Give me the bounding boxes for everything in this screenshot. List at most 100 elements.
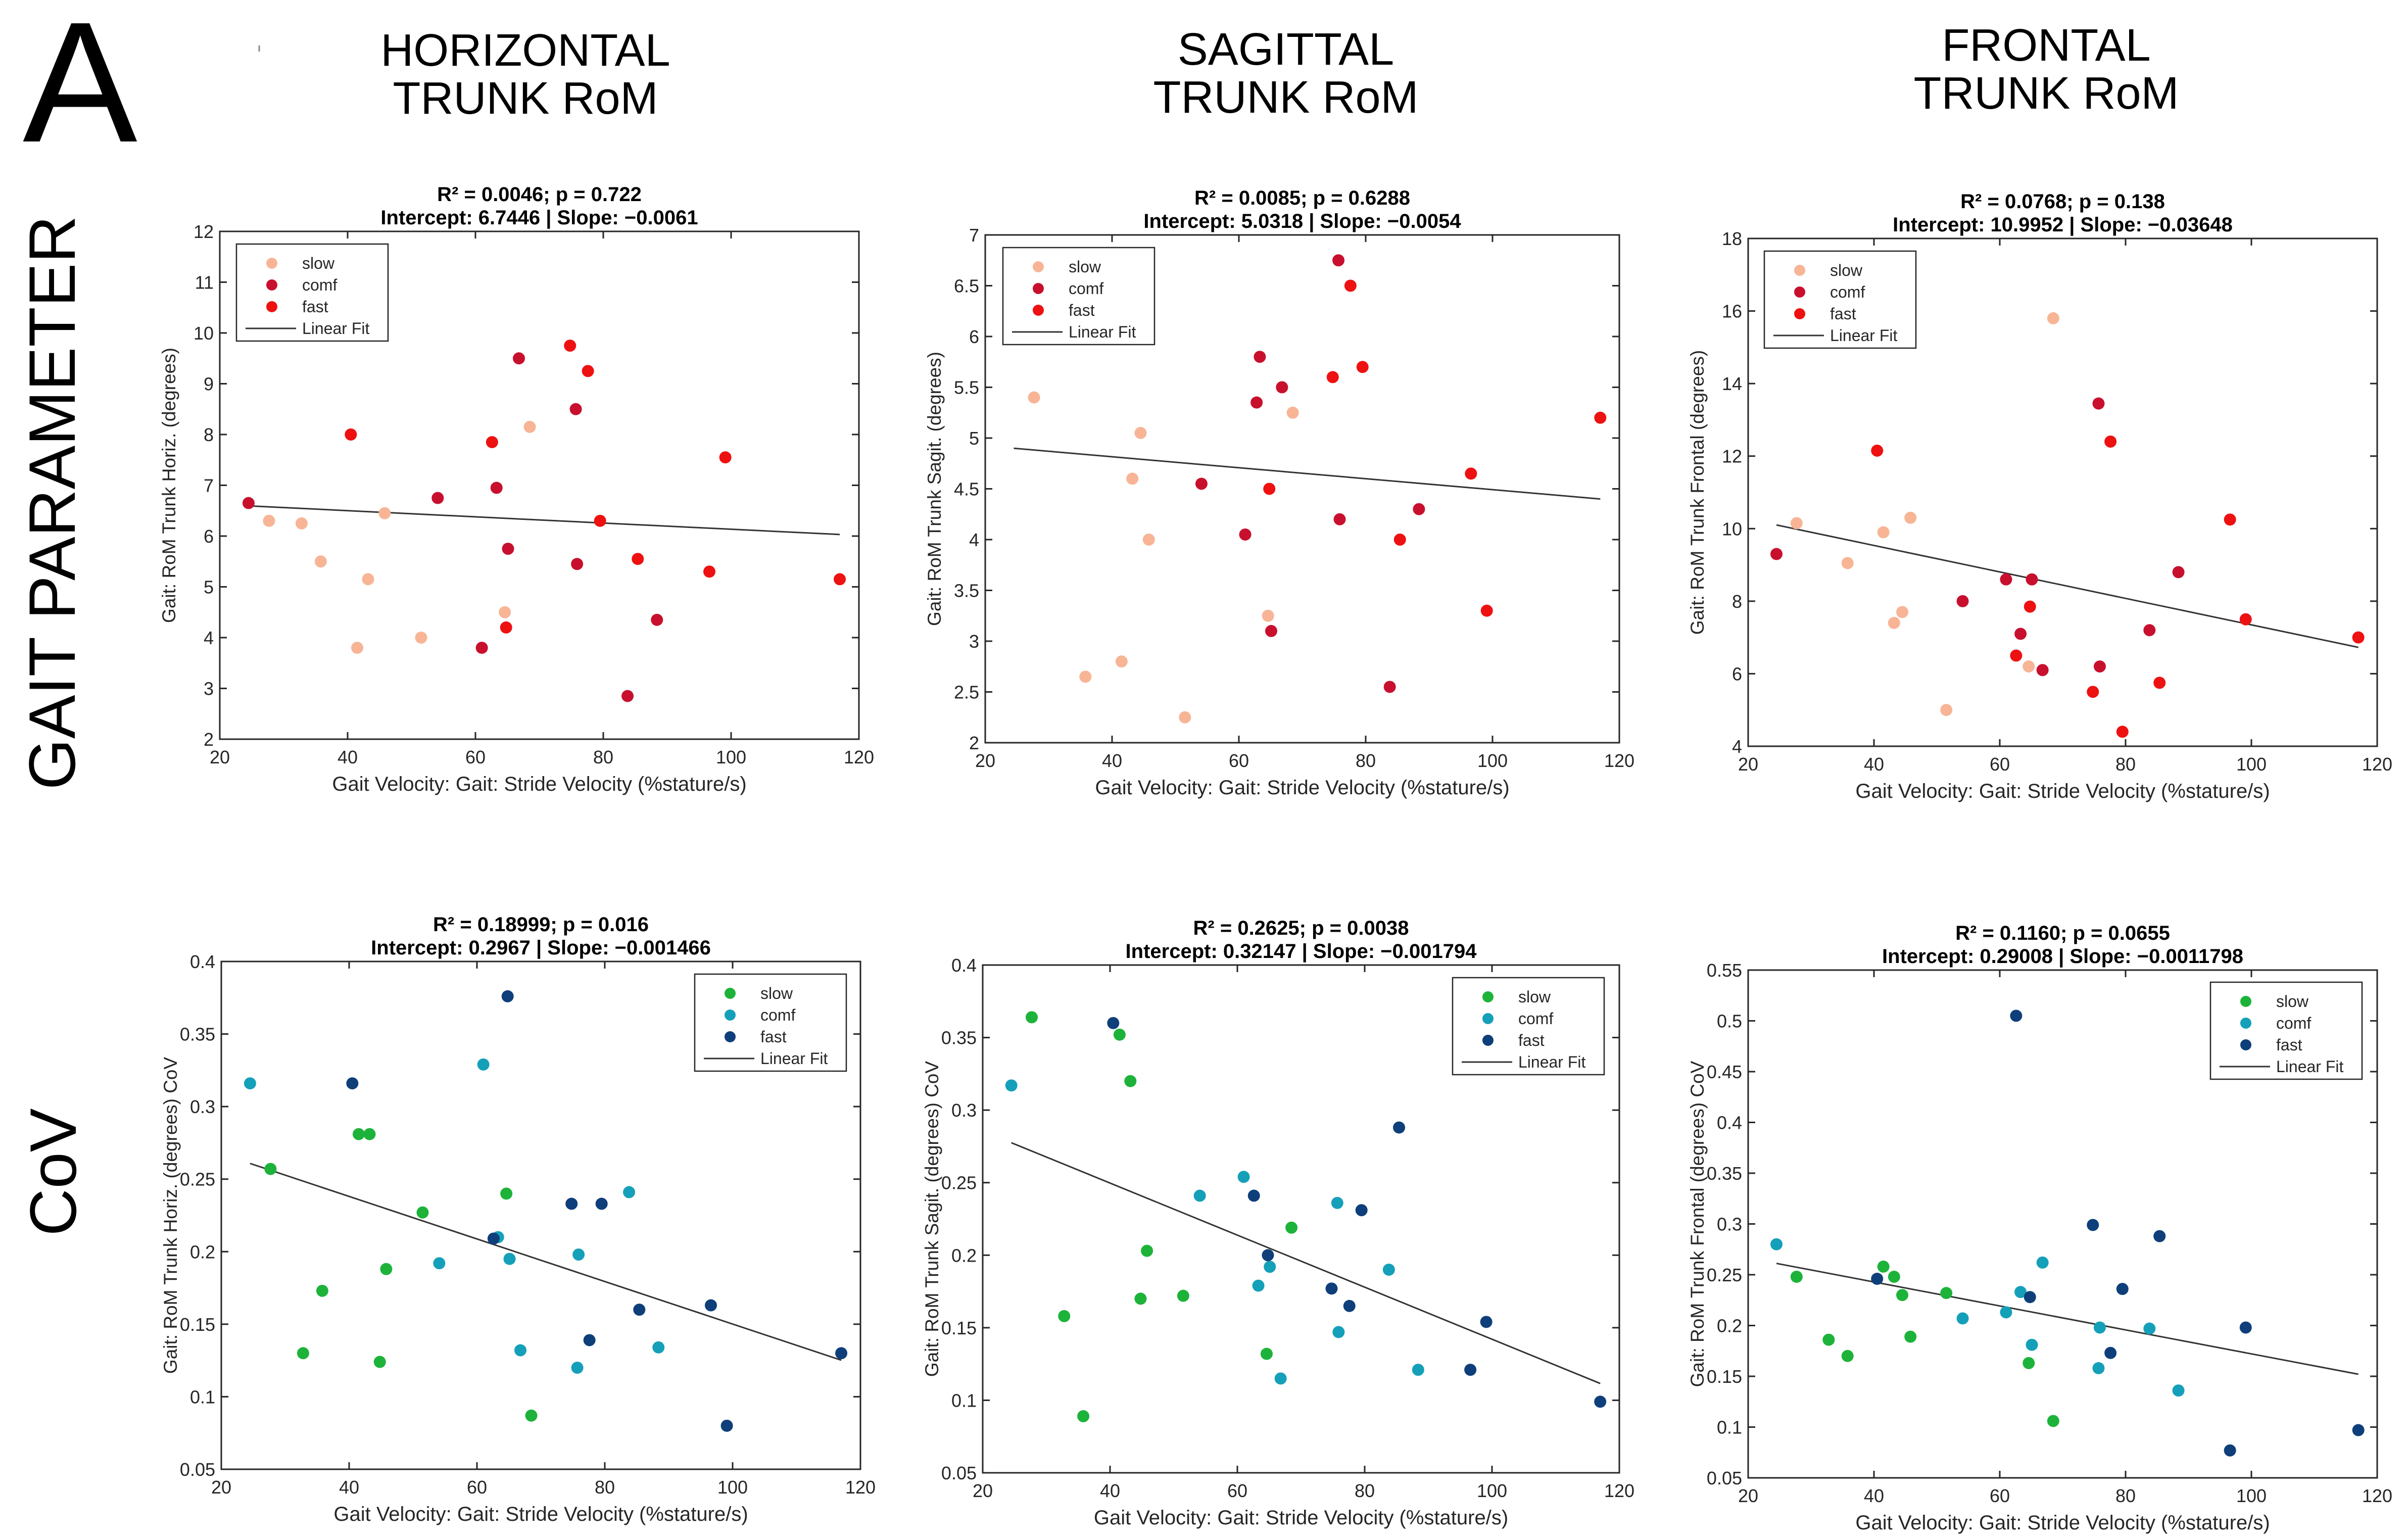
legend-label-slow: slow bbox=[2276, 992, 2309, 1010]
y-tick-label: 11 bbox=[195, 272, 214, 293]
column-header-frontal-line2: TRUNK RoM bbox=[1913, 68, 2179, 119]
y-tick-label: 0.15 bbox=[1707, 1366, 1742, 1387]
x-tick-label: 80 bbox=[2115, 1485, 2136, 1506]
x-tick-label: 60 bbox=[467, 1477, 487, 1498]
data-point-comf bbox=[1237, 1171, 1250, 1183]
data-point-fast bbox=[595, 1197, 608, 1210]
data-point-comf bbox=[621, 690, 634, 702]
y-tick-label: 2 bbox=[204, 729, 214, 750]
data-point-comf bbox=[652, 1341, 665, 1354]
chart-frontal-cov: 20 40 60 80 100 120 0.05 0.1 0.15 0.2 0.25 0.3 0.35 0… bbox=[1687, 922, 2392, 1534]
data-point-slow bbox=[1877, 1260, 1890, 1273]
data-point-fast bbox=[594, 514, 606, 527]
data-point-slow bbox=[1877, 526, 1890, 539]
y-tick-label: 0.2 bbox=[1717, 1316, 1742, 1336]
data-point-slow bbox=[1141, 1244, 1153, 1257]
column-header-horizontal-line1: HORIZONTAL bbox=[380, 25, 670, 76]
data-point-slow bbox=[525, 1409, 538, 1422]
y-tick-label: 0.25 bbox=[180, 1169, 215, 1190]
y-tick-label: 12 bbox=[1722, 446, 1742, 467]
y-tick-label: 18 bbox=[1722, 228, 1742, 249]
x-tick-label: 80 bbox=[595, 1477, 615, 1498]
data-point-fast bbox=[2024, 600, 2036, 613]
legend-label-slow: slow bbox=[1518, 988, 1551, 1006]
data-point-comf bbox=[1331, 1196, 1343, 1209]
row-label-gait-parameter: GAIT PARAMETER bbox=[15, 216, 89, 790]
y-tick-label: 0.1 bbox=[951, 1390, 977, 1411]
data-point-slow bbox=[1134, 426, 1147, 439]
x-tick-label: 20 bbox=[210, 747, 230, 767]
y-tick-label: 9 bbox=[204, 374, 214, 395]
x-tick-label: 40 bbox=[339, 1477, 359, 1498]
data-point-comf bbox=[2000, 1306, 2012, 1319]
data-point-slow bbox=[1077, 1410, 1090, 1423]
legend-label-comf: comf bbox=[1518, 1009, 1553, 1028]
data-point-comf bbox=[1333, 513, 1346, 525]
y-tick-label: 0.45 bbox=[1707, 1062, 1742, 1082]
x-tick-label: 20 bbox=[1738, 754, 1758, 775]
data-point-slow bbox=[297, 1347, 309, 1360]
data-point-slow bbox=[2023, 660, 2035, 673]
x-tick-label: 40 bbox=[1100, 1480, 1120, 1501]
y-tick-label: 0.05 bbox=[941, 1463, 977, 1483]
legend-label-comf: comf bbox=[1830, 283, 1865, 301]
data-point-slow bbox=[1940, 704, 1953, 716]
data-point-comf bbox=[490, 482, 503, 494]
chart-title-stats: R² = 0.0046; p = 0.722 bbox=[437, 183, 642, 206]
data-point-comf bbox=[2014, 1286, 2027, 1298]
legend-marker-fast bbox=[1033, 305, 1044, 316]
legend-marker-slow bbox=[266, 258, 277, 269]
chart-horiz-cov: 20 40 60 80 100 120 0.05 0.1 0.15 0.2 0.25 0.3 0.35 0… bbox=[160, 913, 876, 1525]
data-point-slow bbox=[523, 420, 536, 433]
y-tick-label: 7 bbox=[204, 475, 214, 496]
x-axis-label: Gait Velocity: Gait: Stride Velocity (%s… bbox=[1095, 777, 1509, 799]
y-tick-label: 0.25 bbox=[941, 1173, 977, 1193]
y-tick-label: 0.4 bbox=[190, 951, 215, 972]
data-point-fast bbox=[2239, 613, 2252, 625]
y-tick-label: 4 bbox=[1732, 736, 1742, 757]
data-point-fast bbox=[2153, 677, 2166, 689]
data-point-fast bbox=[1263, 483, 1276, 495]
data-point-slow bbox=[295, 517, 308, 530]
chart-title-stats: R² = 0.0768; p = 0.138 bbox=[1960, 190, 2165, 213]
chart-title-stats: R² = 0.2625; p = 0.0038 bbox=[1193, 917, 1409, 939]
y-axis-label: Gait: RoM Trunk Sagit. (degrees) bbox=[924, 352, 945, 626]
data-point-slow bbox=[373, 1356, 386, 1368]
legend-marker-fast bbox=[2240, 1039, 2251, 1050]
y-tick-label: 3.5 bbox=[954, 581, 979, 601]
y-tick-label: 4 bbox=[969, 530, 979, 550]
y-tick-label: 3 bbox=[969, 631, 979, 652]
y-tick-label: 0.3 bbox=[190, 1096, 215, 1117]
data-point-slow bbox=[1126, 472, 1139, 485]
data-point-fast bbox=[2104, 436, 2117, 448]
data-point-fast bbox=[1465, 467, 1477, 480]
data-point-fast bbox=[2239, 1321, 2252, 1334]
data-point-slow bbox=[1285, 1221, 1298, 1234]
data-point-slow bbox=[415, 632, 427, 644]
data-point-slow bbox=[2023, 1357, 2035, 1369]
data-point-comf bbox=[1252, 1279, 1265, 1292]
x-tick-label: 100 bbox=[2236, 1485, 2267, 1506]
data-point-fast bbox=[2010, 1009, 2023, 1022]
data-point-comf bbox=[503, 1253, 516, 1265]
data-point-fast bbox=[487, 1232, 500, 1245]
linear-fit-line bbox=[1014, 447, 1601, 500]
data-point-slow bbox=[1058, 1310, 1071, 1322]
legend-label-fast: fast bbox=[1069, 301, 1095, 319]
data-point-comf bbox=[623, 1186, 636, 1198]
data-point-slow bbox=[363, 1128, 376, 1140]
x-tick-label: 120 bbox=[1604, 1480, 1634, 1501]
data-point-fast bbox=[1344, 279, 1357, 292]
data-point-fast bbox=[2087, 686, 2099, 698]
data-point-slow bbox=[264, 1163, 277, 1175]
data-point-slow bbox=[1124, 1075, 1137, 1087]
data-point-slow bbox=[378, 507, 391, 519]
x-tick-label: 40 bbox=[1102, 750, 1122, 771]
chart-title-fit: Intercept: 0.29008 | Slope: −0.0011798 bbox=[1882, 945, 2243, 968]
legend-label-linear-fit: Linear Fit bbox=[1518, 1053, 1586, 1071]
legend-box bbox=[1452, 977, 1605, 1076]
y-tick-label: 0.25 bbox=[1707, 1265, 1742, 1285]
data-point-fast bbox=[1262, 1249, 1274, 1262]
y-tick-label: 0.55 bbox=[1707, 960, 1742, 981]
data-point-comf bbox=[2172, 1384, 2185, 1397]
